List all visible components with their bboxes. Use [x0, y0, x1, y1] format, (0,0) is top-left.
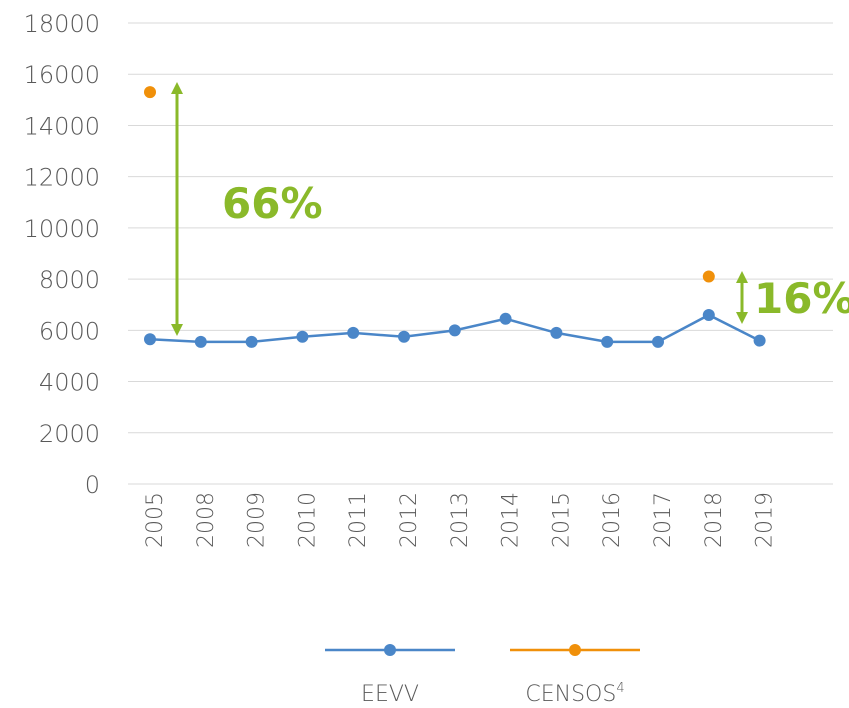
point [601, 335, 614, 348]
legend-superscript: 4 [616, 681, 624, 696]
legend-marker [569, 644, 581, 656]
point [652, 335, 664, 348]
x-tick-label: 2010 [295, 492, 320, 548]
y-tick-label: 6000 [39, 317, 100, 345]
y-tick-label: 12000 [24, 164, 100, 192]
legend-label: EEVV [361, 682, 419, 704]
x-tick-label: 2017 [651, 492, 676, 548]
legend-name: EEVV [361, 682, 419, 704]
x-tick-label: 2012 [397, 492, 422, 548]
annotation: 66% [222, 179, 323, 228]
point [194, 335, 207, 348]
legend-name: CENSOS [525, 682, 616, 704]
x-tick-label: 2019 [753, 492, 778, 548]
x-tick-label: 2014 [499, 492, 524, 548]
point [499, 312, 512, 325]
y-tick-label: 16000 [24, 61, 100, 89]
point [398, 330, 410, 343]
point [347, 326, 360, 339]
y-tick-label: 10000 [24, 215, 100, 243]
point [702, 308, 715, 321]
point [550, 326, 563, 339]
y-tick-label: 14000 [24, 112, 100, 140]
point [753, 334, 766, 347]
point [448, 324, 461, 337]
y-tick-label: 4000 [39, 369, 100, 397]
x-tick-label: 2013 [448, 492, 473, 548]
point [144, 86, 156, 99]
x-tick-label: 2011 [346, 492, 371, 548]
y-tick-label: 8000 [39, 266, 100, 294]
point [144, 333, 156, 346]
annotation: 16% [754, 274, 849, 323]
x-tick-label: 2018 [702, 492, 727, 548]
point [702, 270, 715, 283]
legend-marker [384, 644, 396, 656]
point [245, 335, 258, 348]
x-tick-label: 2008 [194, 492, 219, 548]
x-tick-label: 2016 [600, 492, 625, 548]
y-tick-label: 2000 [39, 420, 100, 448]
y-tick-label: 0 [85, 471, 100, 499]
x-tick-label: 2005 [143, 492, 168, 548]
x-tick-label: 2009 [245, 492, 270, 548]
point [296, 330, 309, 343]
x-tick-label: 2015 [549, 492, 574, 548]
y-tick-label: 18000 [24, 10, 100, 38]
legend-label: CENSOS4 [525, 681, 624, 704]
plot: 0 2000 4000 6000 8000 10000 12000 14000 16000 180… [24, 10, 833, 707]
